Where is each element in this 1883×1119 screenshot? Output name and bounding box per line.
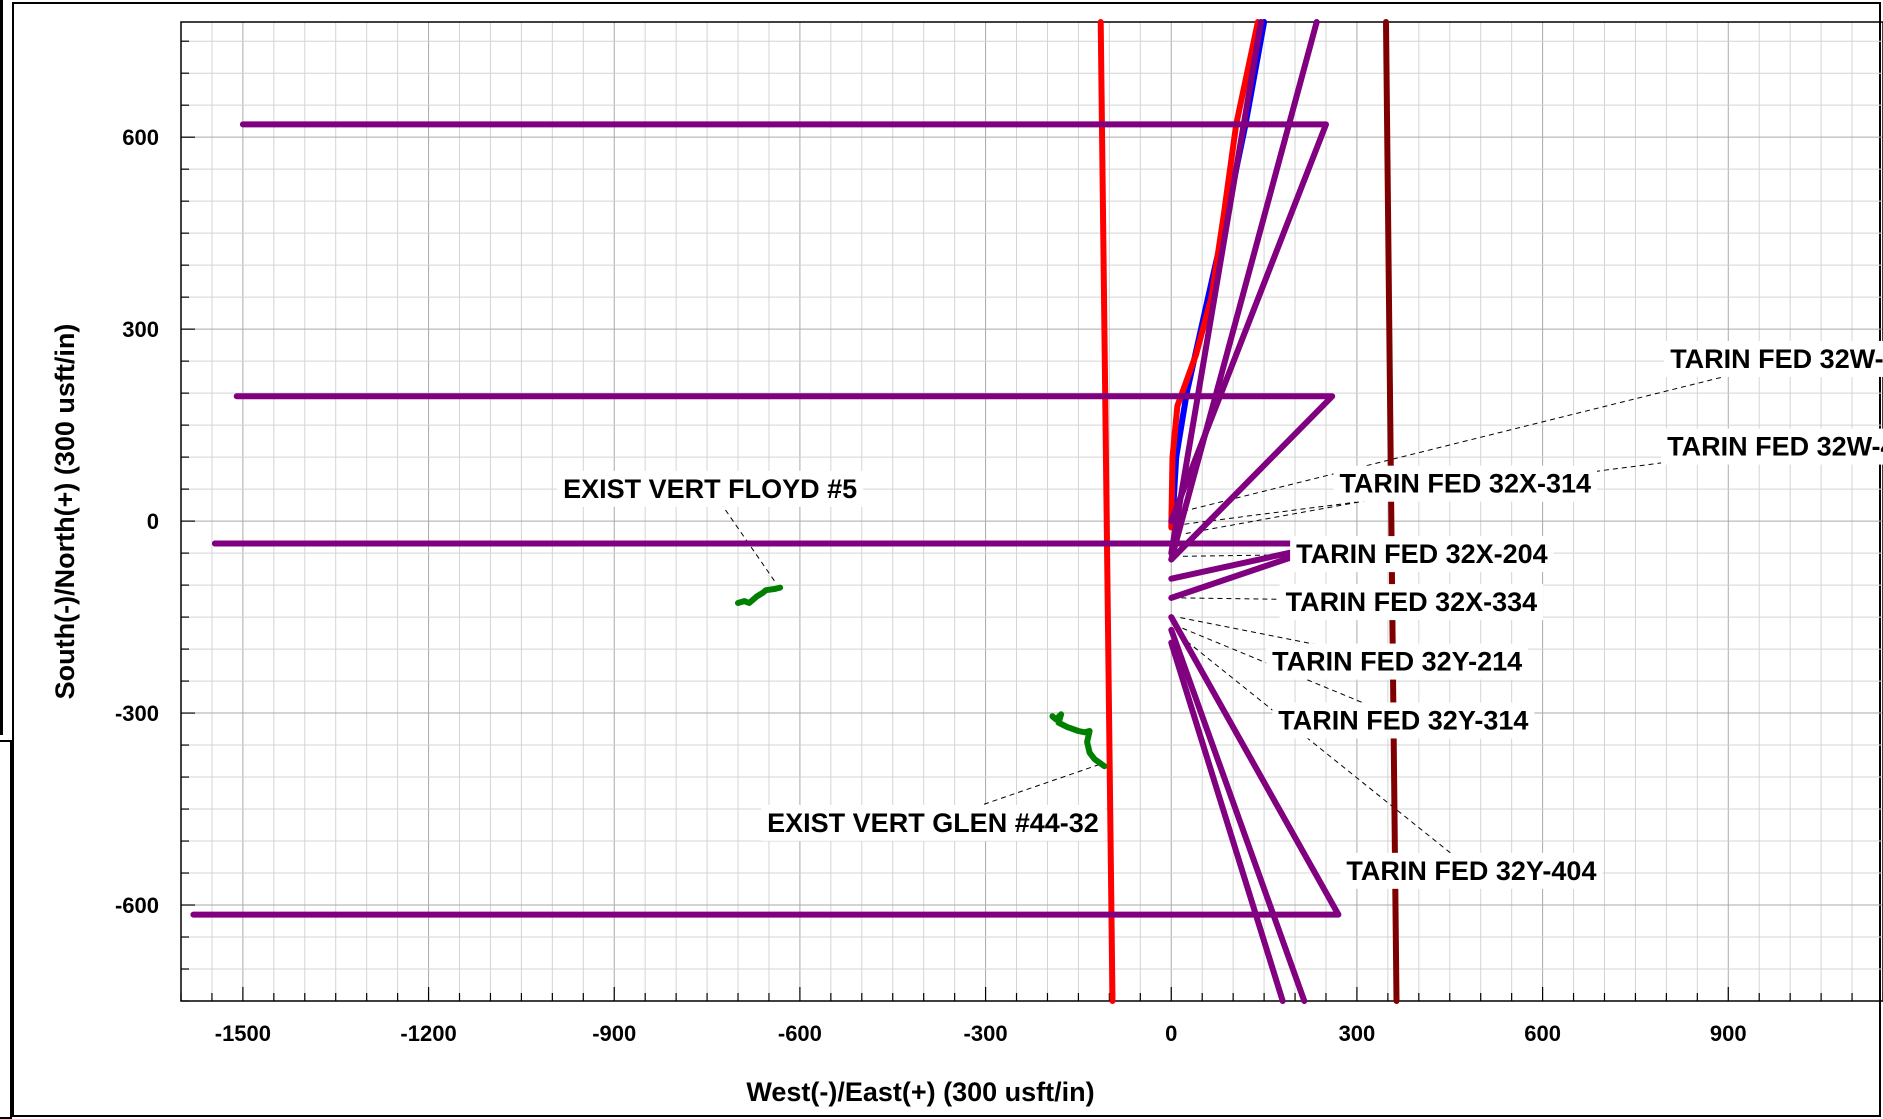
y-tick-label: 300 <box>122 317 159 342</box>
well-label: TARIN FED 32W-234 <box>1670 344 1883 374</box>
well-path-line <box>1049 711 1108 770</box>
well-label-background <box>1266 643 1529 680</box>
well-label-background <box>761 804 1105 841</box>
well-path-line <box>735 584 784 606</box>
left-edge-rule <box>0 0 3 735</box>
well-label-background <box>1272 702 1535 739</box>
well-label-background <box>1333 465 1598 502</box>
x-tick-label: 900 <box>1710 1021 1747 1046</box>
x-tick-label: -1500 <box>215 1021 271 1046</box>
well-label: EXIST VERT GLEN #44-32 <box>767 808 1099 838</box>
well-label-background <box>1661 428 1883 465</box>
label-pointers <box>709 357 1800 871</box>
well-path-line <box>1383 19 1400 1004</box>
well-label: TARIN FED 32Y-314 <box>1278 705 1528 735</box>
y-axis-title: South(-)/North(+) (300 usft/in) <box>50 324 80 700</box>
well-path-line <box>1168 19 1261 531</box>
x-tick-label: -600 <box>778 1021 822 1046</box>
well-path-line <box>1097 19 1116 1004</box>
chart-frame <box>12 2 1881 1117</box>
x-axis-ticks: -1500 -1200 -900 -600 -300 0 300 600 900 <box>180 987 1883 1046</box>
label-pointer-line <box>1182 357 1800 512</box>
y-tick-label: 0 <box>147 509 159 534</box>
x-tick-label: -900 <box>592 1021 636 1046</box>
well-label-background <box>1290 536 1554 573</box>
x-axis-title: West(-)/East(+) (300 usft/in) <box>746 1077 1094 1107</box>
well-label-background <box>1340 852 1603 889</box>
well-label-background <box>1664 340 1883 377</box>
x-tick-label: 0 <box>1165 1021 1177 1046</box>
well-path-line <box>1168 19 1320 563</box>
well-label: TARIN FED 32Y-214 <box>1272 647 1522 677</box>
well-path-line <box>190 614 1342 918</box>
well-path-line <box>233 393 1336 563</box>
well-label: TARIN FED 32Y-404 <box>1346 856 1596 886</box>
x-tick-label: 600 <box>1524 1021 1561 1046</box>
x-tick-label: -1200 <box>400 1021 456 1046</box>
left-edge-panel <box>0 740 12 1119</box>
label-pointer-line <box>1180 635 1472 871</box>
well-label: EXIST VERT FLOYD #5 <box>563 474 857 504</box>
well-path-line <box>239 121 1329 525</box>
x-tick-label: 300 <box>1339 1021 1376 1046</box>
well-label: TARIN FED 32W-434 <box>1667 432 1883 462</box>
chart-grid <box>180 22 1883 1002</box>
x-tick-label: -300 <box>964 1021 1008 1046</box>
well-label: TARIN FED 32X-204 <box>1296 539 1548 569</box>
well-label-background <box>557 470 864 507</box>
y-tick-label: -600 <box>115 893 159 918</box>
well-path-line <box>1168 639 1286 1004</box>
plot-area-frame <box>180 21 1883 1002</box>
well-path-line <box>1168 626 1308 1004</box>
y-tick-label: 600 <box>122 125 159 150</box>
well-path-line <box>1168 19 1264 557</box>
well-labels: TARIN FED 32W-234 TARIN FED 32W-434 TARIN … <box>557 340 1883 889</box>
y-tick-label: -300 <box>115 701 159 726</box>
well-label: TARIN FED 32X-314 <box>1339 469 1591 499</box>
well-label-background <box>1279 584 1544 621</box>
y-axis-ticks: 600 300 0 -300 -600 <box>115 40 195 1002</box>
well-path-line <box>212 540 1336 582</box>
well-label: TARIN FED 32X-334 <box>1286 587 1538 617</box>
